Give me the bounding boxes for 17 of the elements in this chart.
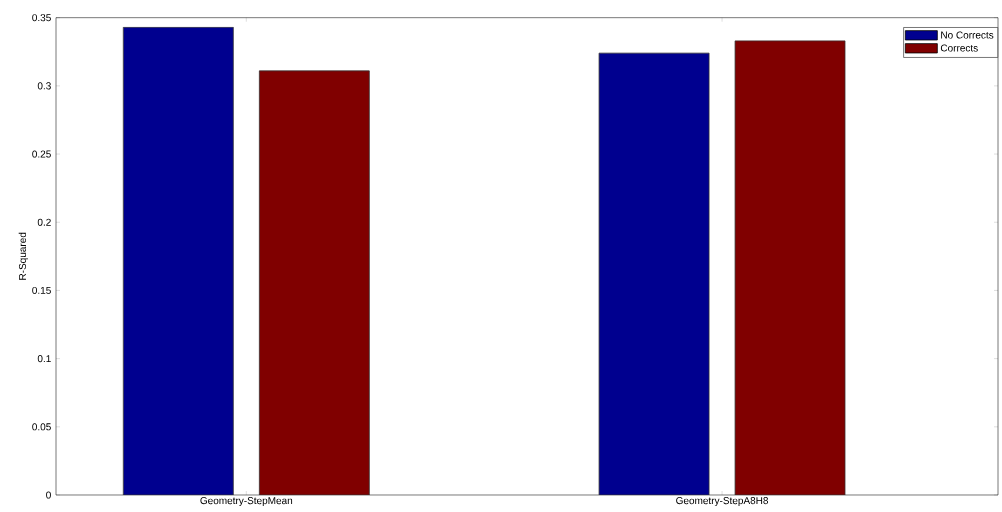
legend-label: Corrects [940, 44, 978, 52]
y-axis-title: R-Squared [18, 232, 29, 280]
y-tick-label: 0.15 [32, 286, 51, 294]
bar [258, 70, 370, 495]
bar [598, 52, 710, 495]
x-tick-label: Geometry-StepMean [200, 497, 293, 507]
y-tick-label: 0.2 [37, 218, 51, 226]
y-tick-label: 0.35 [32, 14, 51, 22]
bar [122, 26, 234, 495]
y-tick-label: 0 [46, 491, 51, 499]
y-tick-label: 0.05 [32, 423, 51, 431]
y-tick-label: 0.1 [37, 355, 51, 363]
legend-label: No Corrects [941, 31, 994, 39]
y-tick-label: 0.3 [37, 82, 51, 90]
y-tick-label: 0.25 [32, 150, 51, 158]
x-tick-label: Geometry-StepA8H8 [676, 497, 769, 507]
bar [734, 40, 846, 495]
